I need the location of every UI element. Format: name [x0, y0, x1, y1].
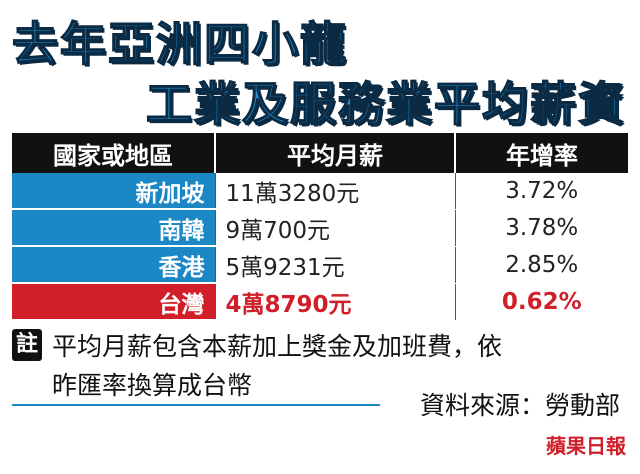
table-cell: 5萬9231元 [215, 246, 456, 284]
header-cell: 國家或地區 [12, 133, 216, 173]
divider [12, 404, 380, 406]
table-cell: 0.62% [455, 283, 628, 321]
table-cell: 台灣 [12, 283, 216, 321]
table-cell: 香港 [12, 246, 216, 284]
source: 資料來源：勞動部 [419, 391, 620, 420]
table-row: 南韓 9萬700元 3.78% [12, 209, 628, 247]
logo: 蘋果日報 [546, 434, 626, 458]
table-cell: 11萬3280元 [215, 173, 456, 210]
title: 工業及服務業平均薪資 [145, 76, 626, 132]
table-row: 台灣 4萬8790元 0.62% [12, 283, 628, 321]
table-cell: 4萬8790元 [215, 283, 456, 321]
table-row: 新加坡 11萬3280元 3.72% [12, 173, 628, 210]
table-cell: 9萬700元 [215, 209, 456, 247]
table-cell: 新加坡 [12, 173, 216, 210]
header-cell: 年增率 [455, 133, 628, 173]
table-cell: 3.78% [455, 209, 628, 247]
table-cell: 2.85% [455, 246, 628, 284]
title: 去年亞洲四小龍 [11, 16, 348, 72]
note-marker: 註 [12, 329, 42, 361]
note-text: 平均月薪包含本薪加上獎金及加班費，依 [52, 332, 503, 361]
header-row: 國家或地區 平均月薪 年增率 [12, 133, 628, 173]
table-cell: 3.72% [455, 173, 628, 210]
salary-table: 國家或地區 平均月薪 年增率 新加坡 11萬3280元 3.72% 南韓 9萬700元 3.7… [12, 133, 628, 321]
note-text: 昨匯率換算成台幣 [52, 371, 253, 400]
table-row: 香港 5萬9231元 2.85% [12, 246, 628, 284]
table-cell: 南韓 [12, 209, 216, 247]
header-cell: 平均月薪 [215, 133, 456, 173]
